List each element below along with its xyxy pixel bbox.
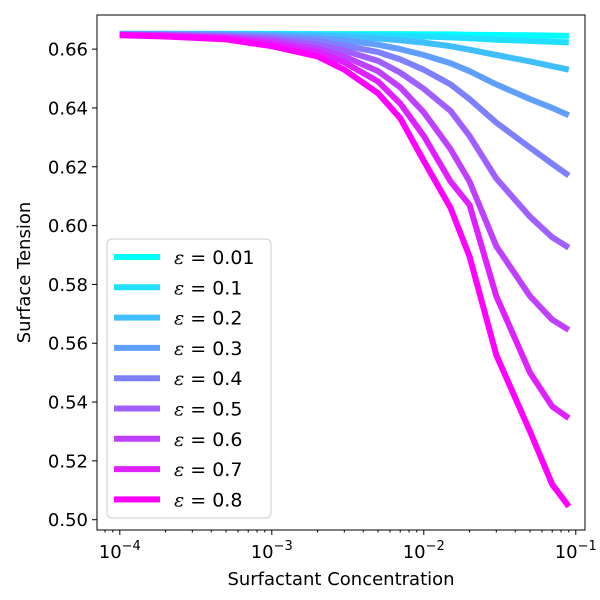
legend-entry-label: ε = 0.7 <box>174 459 242 481</box>
legend-entry-label: ε = 0.4 <box>174 368 242 390</box>
plot-frame <box>96 14 586 531</box>
legend-entry-label: ε = 0.01 <box>174 247 255 269</box>
y-tick-label: 0.56 <box>48 334 88 355</box>
y-axis-ticks: 0.50 0.52 0.54 0.56 0.58 0.60 0.62 0.64 0.66 <box>48 40 97 531</box>
y-tick-label: 0.58 <box>48 275 88 296</box>
x-tick-label: 10−3 <box>251 539 293 563</box>
x-tick-label: 10−4 <box>99 539 141 563</box>
legend-entry-label: ε = 0.1 <box>174 277 242 299</box>
series-lines <box>119 30 572 509</box>
y-tick-label: 0.62 <box>48 157 88 178</box>
y-tick-label: 0.52 <box>48 451 88 472</box>
y-tick-label: 0.54 <box>48 393 88 414</box>
legend-entry-label: ε = 0.6 <box>174 429 242 451</box>
x-axis-label: Surfactant Concentration <box>227 569 454 590</box>
legend-entry-label: ε = 0.5 <box>174 399 242 421</box>
legend-entry-label: ε = 0.3 <box>174 338 242 360</box>
legend-box <box>106 238 272 519</box>
series-line-8 <box>119 32 572 509</box>
legend-entry-label: ε = 0.2 <box>174 308 242 330</box>
y-tick-label: 0.50 <box>48 510 88 531</box>
x-axis-ticks: 10−4 10−3 10−2 10−1 <box>99 530 597 563</box>
y-tick-label: 0.60 <box>48 216 88 237</box>
x-tick-label: 10−2 <box>403 539 445 563</box>
legend-entry-label: ε = 0.8 <box>174 489 242 511</box>
x-tick-label: 10−1 <box>555 539 597 563</box>
y-tick-label: 0.66 <box>48 40 88 61</box>
y-axis-label: Surface Tension <box>14 202 35 344</box>
y-tick-label: 0.64 <box>48 98 88 119</box>
legend: ε = 0.01 ε = 0.1 ε = 0.2 ε = 0.3 ε = 0.4 ε = … <box>106 238 272 519</box>
